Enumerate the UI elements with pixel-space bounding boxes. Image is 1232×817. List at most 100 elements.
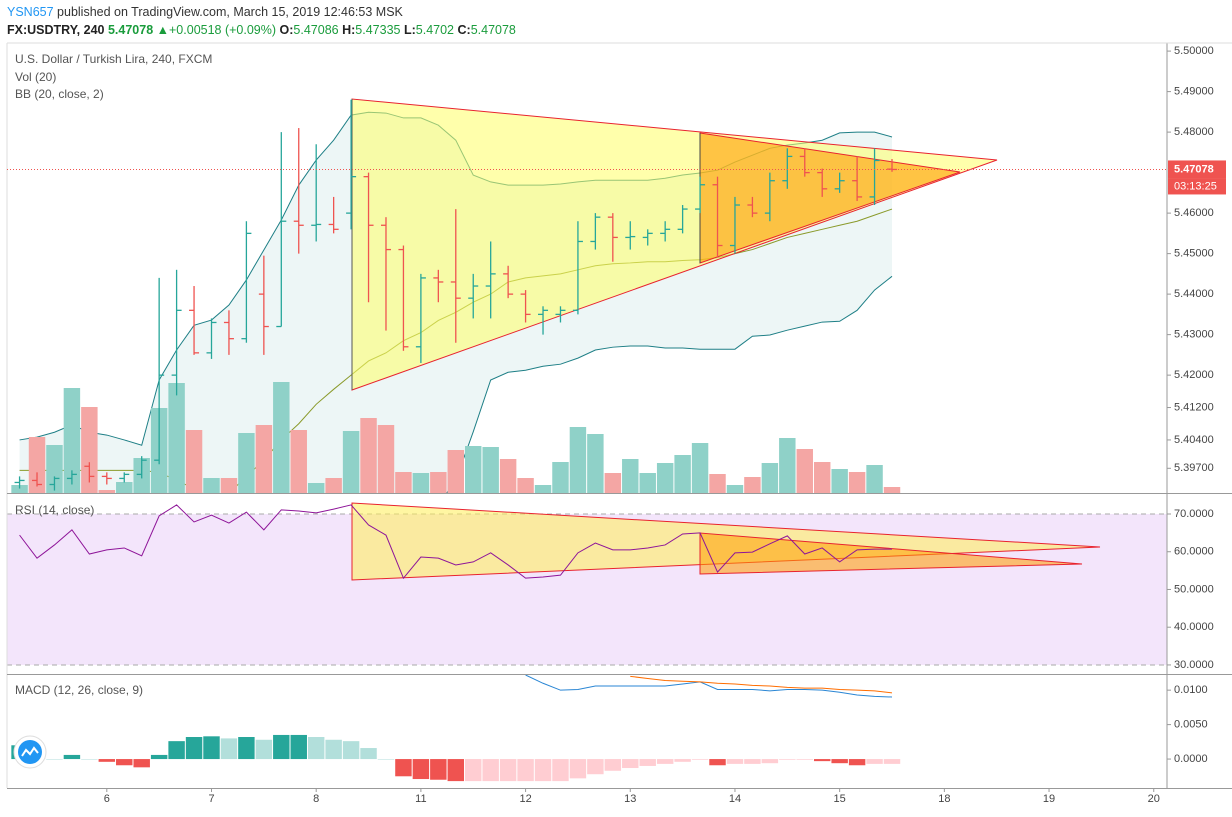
x-tick-label: 20: [1148, 793, 1160, 805]
l-value: 5.4702: [415, 23, 455, 37]
macd-histogram: [220, 738, 238, 760]
macd-histogram: [430, 759, 447, 780]
volume-bar: [81, 407, 98, 493]
o-label: O:: [279, 23, 294, 37]
macd-histogram: [63, 754, 81, 760]
countdown: 03:13:25: [1174, 180, 1217, 192]
macd-histogram: [150, 754, 168, 760]
symbol: FX:USDTRY, 240: [7, 23, 105, 37]
volume-bar: [395, 472, 412, 493]
volume-bar: [116, 482, 133, 493]
macd-histogram: [377, 759, 395, 760]
logo[interactable]: [13, 735, 47, 769]
y-tick-label: 5.50000: [1174, 45, 1214, 57]
y-tick-label: 5.45000: [1174, 248, 1214, 260]
macd: [11, 675, 901, 782]
triangle[interactable]: [699, 532, 1083, 575]
y-tick-label: 5.44000: [1174, 288, 1214, 300]
volume-bar: [290, 430, 307, 493]
bb-label: BB (20, close, 2): [15, 87, 104, 101]
user[interactable]: YSN657: [7, 5, 54, 19]
volume-bar: [604, 473, 622, 493]
volume-bar: [569, 427, 587, 493]
macd-histogram: [342, 741, 360, 760]
macd-histogram: [98, 759, 116, 762]
volume-bar: [779, 438, 796, 493]
x-tick-label: 7: [208, 793, 214, 805]
volume-bar: [238, 433, 255, 493]
y-tick-label: 30.0000: [1174, 659, 1214, 671]
c-value: 5.47078: [470, 23, 516, 37]
header: YSN657 published on TradingView.com, Mar…: [7, 3, 516, 39]
macd-histogram: [866, 759, 883, 764]
macd-histogram: [46, 759, 63, 760]
macd-histogram: [691, 759, 709, 760]
volume-label: Vol (20): [15, 70, 56, 84]
drawings: [351, 98, 998, 391]
macd-histogram: [883, 759, 901, 764]
y-tick-label: 5.42000: [1174, 369, 1214, 381]
macd-histogram: [517, 759, 534, 782]
volume-bar: [656, 463, 674, 493]
volume-bar: [63, 388, 81, 493]
volume-bar: [360, 418, 377, 493]
macd-histogram: [412, 759, 430, 780]
x-tick-label: 19: [1043, 793, 1055, 805]
macd-histogram: [674, 759, 691, 762]
macd-histogram: [273, 734, 290, 760]
y-tick-label: 5.40400: [1174, 434, 1214, 446]
volume-bar: [517, 478, 534, 493]
macd-histogram: [726, 759, 744, 764]
macd-histogram: [81, 759, 98, 760]
volume-bar: [482, 447, 499, 493]
macd-histogram: [185, 737, 203, 760]
y-tick-label: 5.41200: [1174, 401, 1214, 413]
c-label: C:: [457, 23, 471, 37]
macd-histogram: [307, 737, 325, 760]
volume-bar: [430, 472, 447, 493]
x-tick-label: 11: [415, 793, 426, 805]
macd-histogram: [552, 759, 569, 782]
macd-histogram: [831, 759, 848, 764]
volume-bar: [883, 487, 901, 493]
macd-histogram: [639, 759, 656, 766]
y-tick-label: 0.0050: [1174, 719, 1208, 731]
volume-bar: [185, 430, 203, 493]
macd-histogram: [116, 759, 133, 766]
macd-histogram: [796, 759, 813, 760]
rsi: [19, 504, 893, 580]
x-tick-label: 8: [313, 793, 319, 805]
macd-histogram: [168, 741, 185, 760]
y-tick-label: 5.48000: [1174, 126, 1214, 138]
macd-histogram: [255, 739, 273, 760]
volume-bar: [377, 425, 395, 493]
volume-bar: [203, 478, 220, 493]
y-tick-label: 5.49000: [1174, 86, 1214, 98]
y-tick-label: 0.0000: [1174, 753, 1208, 765]
macd-histogram: [848, 759, 866, 766]
y-tick-label: 70.0000: [1174, 508, 1214, 520]
macd-histogram: [447, 759, 465, 782]
macd-histogram: [709, 759, 726, 766]
x-tick-label: 18: [938, 793, 950, 805]
volume-bar: [98, 490, 116, 493]
macd-histogram: [534, 759, 552, 782]
volume-bar: [273, 382, 290, 493]
h-value: 5.47335: [355, 23, 401, 37]
volume-bar: [465, 446, 482, 493]
volume-bar: [412, 473, 430, 493]
macd-histogram: [744, 759, 761, 764]
title: U.S. Dollar / Turkish Lira, 240, FXCM: [15, 52, 212, 66]
y-tick-label: 5.43000: [1174, 329, 1214, 341]
macd-histogram: [133, 759, 150, 768]
header-line-2: FX:USDTRY, 240 5.47078 ▲+0.00518 (+0.09%…: [7, 21, 516, 39]
y-tick-label: 40.0000: [1174, 621, 1214, 633]
signal-line: [630, 675, 893, 694]
macd-histogram: [499, 759, 517, 782]
volume-bar: [342, 431, 360, 493]
volume-bar: [11, 485, 28, 493]
y-tick-label: 50.0000: [1174, 583, 1214, 595]
volume-bar: [552, 462, 569, 493]
